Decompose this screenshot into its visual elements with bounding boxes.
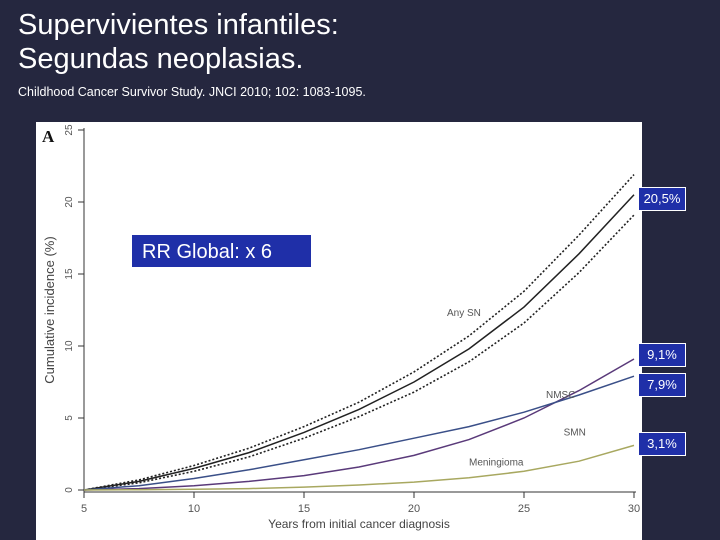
citation: Childhood Cancer Survivor Study. JNCI 20… — [18, 85, 366, 99]
x-tick-label: 30 — [628, 503, 640, 515]
chart-panel: A 0 5 10 15 20 25 5 10 15 20 25 30 Any SN NMSC SMN Me… — [36, 122, 642, 540]
x-tick-label: 20 — [408, 503, 420, 515]
any-sn-line — [83, 194, 635, 491]
smn-value-callout: 7,9% — [638, 373, 686, 397]
any-sn-label: Any SN — [447, 308, 481, 319]
nmsc-line — [83, 358, 635, 491]
y-tick-label: 0 — [64, 487, 75, 493]
y-tick-label: 5 — [64, 415, 75, 421]
rr-global-callout: RR Global: x 6 — [130, 233, 313, 269]
nmsc-label: NMSC — [546, 390, 575, 401]
y-tick-label: 25 — [64, 124, 75, 136]
x-tick-label: 10 — [188, 503, 200, 515]
y-tick-label: 10 — [64, 340, 75, 352]
x-ticks: 5 10 15 20 25 30 — [81, 492, 640, 515]
y-ticks: 0 5 10 15 20 25 — [64, 124, 84, 493]
slide-title: Supervivientes infantiles: Segundas neop… — [18, 8, 339, 76]
y-tick-label: 20 — [64, 196, 75, 208]
any-sn-value-callout: 20,5% — [638, 187, 686, 211]
x-tick-label: 5 — [81, 503, 87, 515]
cumulative-incidence-chart: A 0 5 10 15 20 25 5 10 15 20 25 30 Any SN NMSC SMN Me… — [42, 124, 640, 531]
meningioma-line — [83, 444, 635, 491]
confidence-band-line — [83, 174, 635, 491]
y-tick-label: 15 — [64, 268, 75, 280]
nmsc-value-callout: 9,1% — [638, 343, 686, 367]
meningioma-label: Meningioma — [469, 458, 524, 469]
x-tick-label: 25 — [518, 503, 530, 515]
confidence-band-line — [83, 214, 635, 491]
smn-line — [83, 375, 635, 491]
y-axis-label: Cumulative incidence (%) — [42, 236, 57, 383]
slide-title-line2: Segundas neoplasias. — [18, 43, 304, 75]
x-tick-label: 15 — [298, 503, 310, 515]
slide-title-line1: Supervivientes infantiles: — [18, 9, 339, 41]
x-axis-label: Years from initial cancer diagnosis — [268, 517, 450, 531]
smn-label: SMN — [564, 427, 586, 438]
panel-label: A — [42, 127, 55, 146]
series-labels: Any SN NMSC SMN Meningioma — [447, 308, 586, 469]
series-lines — [83, 174, 635, 491]
meningioma-value-callout: 3,1% — [638, 432, 686, 456]
